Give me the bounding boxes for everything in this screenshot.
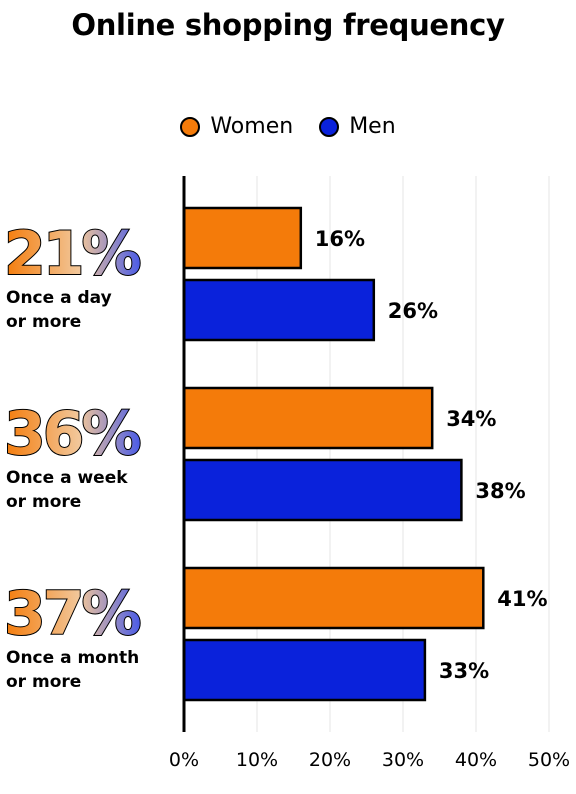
category-label-line1: Once a month <box>6 648 139 668</box>
category-label-line2: or more <box>6 312 81 332</box>
x-tick-label: 40% <box>455 749 497 771</box>
legend-swatch-women <box>180 116 201 137</box>
bar-value-label: 33% <box>439 659 489 683</box>
chart-title: Online shopping frequency <box>71 8 505 42</box>
legend: Women Men <box>0 114 576 139</box>
bar-men <box>182 458 463 522</box>
category-label-line1: Once a week <box>6 468 128 488</box>
bar-women <box>182 566 485 630</box>
x-tick-label: 50% <box>528 749 570 771</box>
bar-value-label: 26% <box>388 299 438 323</box>
category-total: 21% <box>4 219 140 289</box>
category-label-line2: or more <box>6 672 81 692</box>
bar-value-label: 16% <box>315 227 365 251</box>
bar-value-label: 38% <box>475 479 525 503</box>
bar-women <box>182 386 434 450</box>
bar-men <box>182 278 376 342</box>
legend-item-women: Women <box>180 114 293 139</box>
legend-swatch-men <box>319 116 340 137</box>
x-tick-label: 0% <box>169 749 199 771</box>
legend-item-men: Men <box>319 114 396 139</box>
bar-men <box>182 638 427 702</box>
category-label-line1: Once a day <box>6 288 112 308</box>
x-tick-label: 10% <box>236 749 278 771</box>
bar-value-label: 34% <box>446 407 496 431</box>
category-label-line2: or more <box>6 492 81 512</box>
x-tick-label: 30% <box>382 749 424 771</box>
legend-label-men: Men <box>349 114 396 139</box>
bar-value-label: 41% <box>497 587 547 611</box>
bar-women <box>182 206 303 270</box>
x-tick-label: 20% <box>309 749 351 771</box>
category-total: 36% <box>4 399 140 469</box>
category-total: 37% <box>4 579 140 649</box>
legend-label-women: Women <box>210 114 294 139</box>
